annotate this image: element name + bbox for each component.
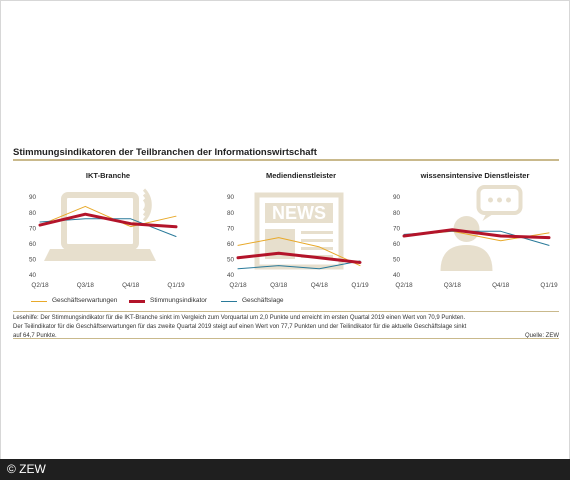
y-tick-label: 50 — [393, 257, 401, 264]
series-line-geschaeftserwartungen — [237, 237, 361, 267]
y-tick-label: 40 — [227, 272, 235, 279]
y-tick-label: 90 — [393, 194, 401, 201]
x-tick-label: Q3/18 — [77, 282, 95, 289]
y-tick-label: 90 — [29, 194, 37, 201]
panel-title: wissensintensive Dienstleister — [420, 171, 530, 180]
y-tick-label: 50 — [29, 257, 37, 264]
y-tick-label: 50 — [227, 257, 235, 264]
y-tick-label: 70 — [393, 225, 401, 232]
legend-swatch — [31, 300, 47, 302]
copyright-text: © ZEW — [7, 462, 46, 476]
x-tick-label: Q4/18 — [122, 282, 140, 289]
series-line-geschaeftslage — [237, 260, 361, 270]
y-tick-label: 60 — [227, 241, 235, 248]
series-line-stimmungsindikator — [38, 212, 178, 229]
note-block: Lesehilfe: Der Stimmungsindikator für di… — [13, 314, 559, 341]
x-tick-label: Q1/19 — [351, 282, 369, 289]
legend-label: Stimmungsindikator — [150, 297, 208, 304]
charts-area: IKT-Branche 40 50 60 70 80 90 Q2/18 Q3/18 Q4/18 Q1… — [29, 171, 558, 289]
newspaper-icon-label: NEWS — [272, 203, 326, 223]
panel-title: IKT-Branche — [86, 171, 130, 180]
x-tick-label: Q1/19 — [167, 282, 185, 289]
newspaper-icon: NEWS — [254, 192, 344, 270]
chart-title: Stimmungsindikatoren der Teilbranchen de… — [13, 147, 317, 158]
legend-label: Geschäftslage — [242, 297, 284, 304]
source-label: Quelle: ZEW — [524, 333, 559, 339]
title-rule — [13, 159, 559, 161]
series-line-stimmungsindikator — [236, 251, 362, 264]
y-tick-label: 70 — [29, 225, 37, 232]
x-tick-label: Q1/19 — [540, 282, 558, 289]
legend-swatch — [221, 300, 237, 302]
x-tick-label: Q3/18 — [444, 282, 462, 289]
legend-rule — [13, 311, 559, 312]
x-tick-label: Q2/18 — [395, 282, 413, 289]
y-tick-label: 90 — [227, 194, 235, 201]
note-rule — [13, 338, 559, 339]
y-tick-label: 60 — [393, 241, 401, 248]
legend-swatch — [129, 299, 145, 303]
panel-title: Mediendienstleister — [266, 171, 336, 180]
y-tick-label: 70 — [227, 225, 235, 232]
x-tick-label: Q3/18 — [270, 282, 288, 289]
x-tick-label: Q2/18 — [229, 282, 247, 289]
y-tick-label: 80 — [29, 210, 37, 217]
legend-item: Geschäftslage — [221, 296, 284, 307]
y-tick-label: 60 — [29, 241, 37, 248]
y-tick-label: 80 — [227, 210, 235, 217]
series-line-stimmungsindikator — [402, 228, 551, 240]
x-tick-label: Q4/18 — [311, 282, 329, 289]
legend: Geschäftserwartungen Stimmungsindikator Ge… — [31, 296, 431, 308]
series-line-geschaeftserwartungen — [39, 205, 177, 228]
reading-help-text: Lesehilfe: Der Stimmungsindikator für di… — [13, 315, 467, 339]
legend-label: Geschäftserwartungen — [52, 297, 118, 304]
legend-item: Geschäftserwartungen — [31, 296, 117, 307]
x-tick-label: Q2/18 — [31, 282, 49, 289]
y-tick-label: 40 — [29, 272, 37, 279]
legend-item: Stimmungsindikator — [129, 296, 207, 307]
y-tick-label: 80 — [393, 210, 401, 217]
x-tick-label: Q4/18 — [492, 282, 510, 289]
copyright-bar: © ZEW — [0, 459, 570, 480]
y-tick-label: 40 — [393, 272, 401, 279]
